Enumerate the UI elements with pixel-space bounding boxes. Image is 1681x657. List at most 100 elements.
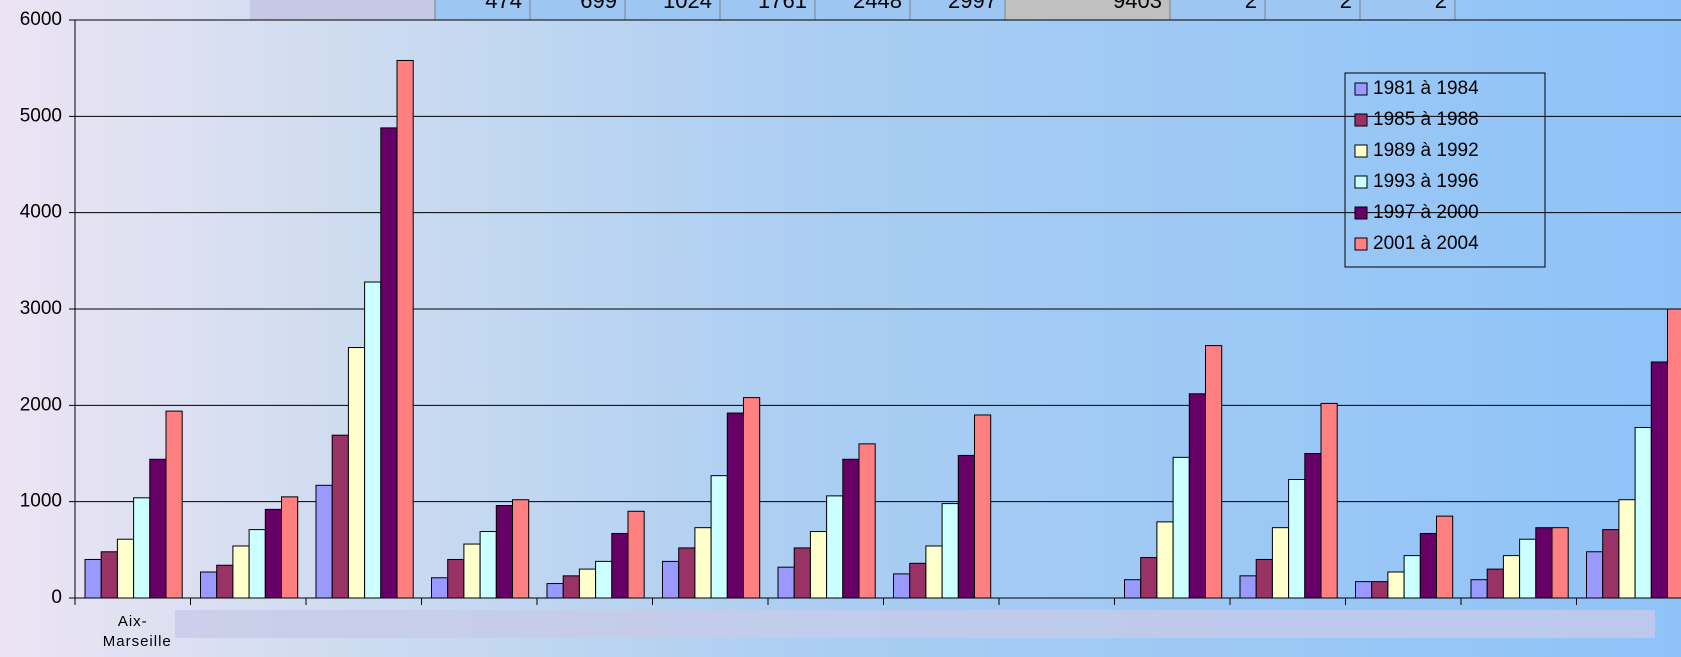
bar (546, 583, 564, 599)
bar (1419, 532, 1438, 599)
bar (743, 397, 761, 599)
table-cell-text: 2 (1245, 0, 1257, 13)
bar (447, 558, 465, 599)
bar (1172, 456, 1190, 599)
bar (809, 531, 828, 599)
bar (1519, 538, 1537, 599)
decor-strip (175, 610, 1655, 638)
bar (380, 127, 398, 599)
y-tick-label: 0 (51, 587, 62, 608)
bar (1667, 308, 1681, 599)
legend-label: 2001 à 2004 (1373, 233, 1479, 254)
legend-swatch (1354, 113, 1368, 127)
bar (941, 503, 959, 599)
legend-label: 1997 à 2000 (1373, 202, 1479, 223)
bar (1271, 527, 1290, 599)
bar (1551, 527, 1569, 599)
bar (562, 575, 580, 599)
bar (858, 443, 876, 599)
bar (1320, 402, 1338, 599)
bar (1618, 499, 1636, 599)
legend-swatch (1354, 175, 1368, 189)
bar (1486, 568, 1504, 599)
legend-swatch (1354, 144, 1368, 158)
table-cell-text: 1024 (663, 0, 712, 13)
bar (165, 410, 183, 599)
bar (1156, 521, 1174, 599)
bar (1436, 515, 1454, 599)
bar (1535, 527, 1553, 599)
bar (662, 560, 680, 599)
legend-label: 1989 à 1992 (1373, 140, 1479, 161)
bar (116, 538, 135, 599)
bar (1387, 571, 1405, 599)
bar (1502, 555, 1521, 599)
bar (264, 508, 282, 599)
bar (793, 547, 811, 599)
bar (777, 566, 795, 599)
table-cell-text: 9403 (1113, 0, 1162, 13)
y-tick-label: 4000 (20, 202, 62, 223)
bar (248, 529, 266, 599)
bar (826, 495, 844, 599)
legend-swatch (1354, 206, 1368, 220)
table-cell-text: 2 (1340, 0, 1352, 13)
bar (678, 547, 696, 599)
decor-strip (250, 0, 435, 20)
y-tick-label: 3000 (20, 298, 62, 319)
bar (512, 499, 530, 599)
bar (200, 571, 218, 599)
table-cell-text: 2448 (853, 0, 902, 13)
bar (1602, 529, 1620, 599)
y-tick-label: 6000 (20, 9, 62, 30)
bar (495, 505, 513, 599)
y-tick-label: 5000 (20, 105, 62, 126)
bar (1239, 575, 1257, 599)
bar (84, 558, 102, 599)
bar (216, 564, 234, 599)
bar (331, 434, 349, 599)
bar (1355, 581, 1373, 599)
bar (1304, 453, 1322, 599)
bar (893, 573, 911, 599)
bar (578, 568, 597, 599)
legend-swatch (1354, 82, 1368, 96)
table-cell-text: 699 (580, 0, 617, 13)
bar (232, 545, 250, 599)
bar (1470, 579, 1488, 599)
bar (957, 454, 975, 599)
legend-label: 1993 à 1996 (1373, 171, 1479, 192)
bar (100, 551, 118, 599)
bar (925, 545, 943, 599)
legend-box (1344, 72, 1546, 268)
legend-label: 1981 à 1984 (1373, 78, 1479, 99)
bar (315, 484, 333, 599)
bar (909, 562, 927, 599)
bar (1124, 579, 1142, 599)
bar (431, 577, 449, 599)
x-tick-label: Aix-Marseille (102, 613, 172, 650)
table-cell-text: 1761 (758, 0, 807, 13)
legend-label: 1985 à 1988 (1373, 109, 1479, 130)
bar (1586, 551, 1604, 599)
bar (364, 281, 382, 599)
table-cell-text: 474 (485, 0, 522, 13)
legend-swatch (1354, 237, 1368, 251)
bar (842, 458, 860, 599)
bar (1205, 345, 1223, 599)
bar (611, 532, 629, 599)
table-cell-text: 2997 (948, 0, 997, 13)
y-tick-label: 1000 (20, 491, 62, 512)
bar (463, 543, 481, 599)
bar (694, 527, 712, 599)
bar (1288, 479, 1306, 599)
bar (149, 458, 167, 599)
bar (1255, 558, 1273, 599)
table-cell-text: 2 (1435, 0, 1447, 13)
bar (479, 531, 497, 599)
bar (627, 510, 645, 599)
bar (133, 497, 151, 599)
bar (974, 414, 992, 599)
